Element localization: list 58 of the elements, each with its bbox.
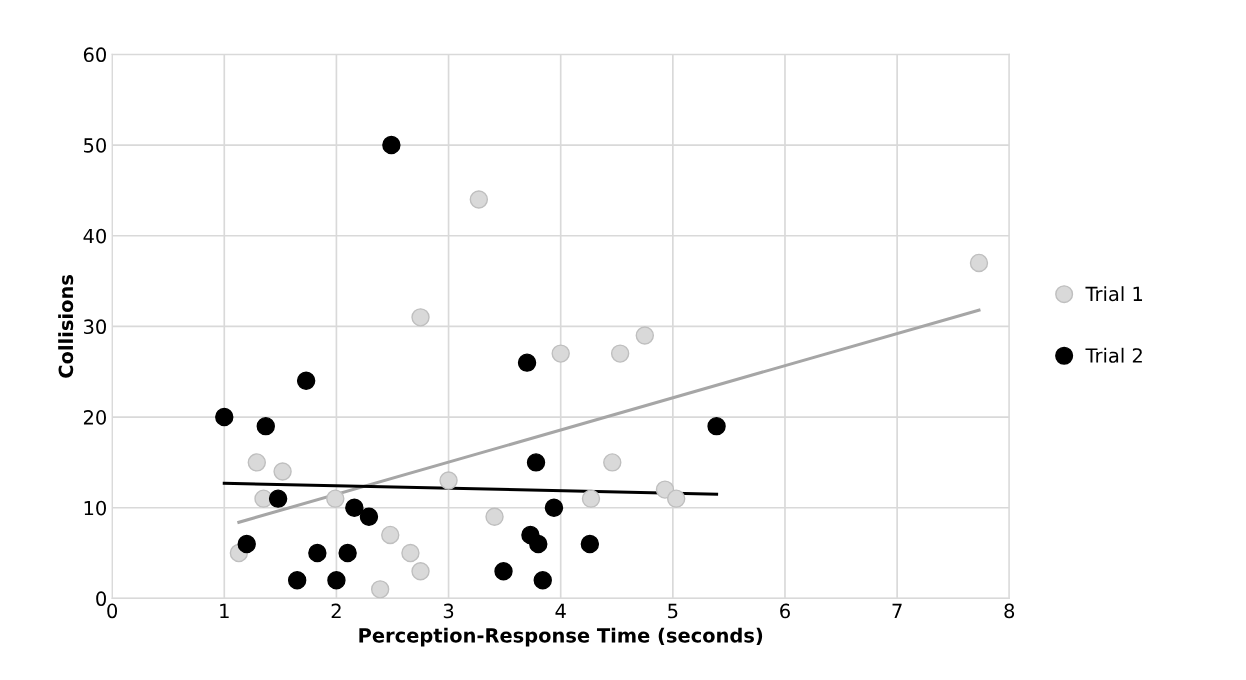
point — [969, 253, 989, 273]
point — [411, 561, 430, 581]
x-tick-label: 5 — [668, 603, 678, 619]
point — [327, 571, 346, 590]
point — [439, 471, 458, 490]
y-tick-label: 30 — [84, 319, 106, 335]
point — [370, 580, 390, 599]
point — [529, 534, 548, 554]
point — [247, 453, 267, 472]
x-tick-label: 6 — [780, 603, 790, 619]
point — [287, 571, 307, 590]
point — [381, 525, 400, 545]
point — [268, 489, 288, 508]
x-tick-label: 4 — [555, 603, 566, 619]
point — [517, 353, 537, 372]
x-tick-label: 3 — [443, 603, 454, 619]
x-axis-title: Perception-Response Time (seconds) — [359, 627, 763, 647]
x-tick-label: 7 — [892, 603, 902, 619]
point — [326, 489, 345, 508]
x-tick-label: 8 — [1004, 603, 1015, 619]
point — [544, 498, 564, 517]
point — [359, 507, 379, 527]
point — [667, 489, 686, 508]
point — [338, 543, 357, 563]
point — [485, 507, 504, 527]
point — [345, 498, 364, 517]
y-tick-label: 10 — [84, 500, 106, 516]
legend-label: Trial 2 — [1085, 347, 1142, 363]
y-tick-label: 20 — [83, 410, 106, 425]
point — [610, 344, 630, 363]
point — [469, 190, 489, 209]
x-tick-label: 1 — [220, 603, 229, 619]
point — [533, 571, 552, 590]
point — [411, 308, 430, 327]
legend-label: Trial 1 — [1085, 286, 1143, 302]
point — [273, 462, 292, 481]
point — [401, 543, 420, 563]
point — [308, 543, 327, 563]
y-tick-label: 60 — [83, 47, 106, 63]
point — [580, 534, 600, 554]
point — [526, 453, 546, 472]
point — [551, 344, 570, 363]
point — [256, 416, 275, 436]
point — [635, 326, 655, 345]
y-tick-label: 50 — [84, 138, 106, 153]
y-tick-label: 0 — [96, 591, 106, 607]
y-tick-label: 40 — [83, 228, 106, 244]
point — [707, 416, 726, 436]
point — [237, 534, 256, 554]
point — [296, 371, 316, 391]
point — [603, 453, 622, 472]
y-axis-title: Collisions — [58, 275, 74, 378]
x-tick-label: 0 — [107, 603, 118, 619]
x-tick-label: 2 — [331, 603, 341, 619]
point — [581, 489, 601, 508]
point — [382, 135, 401, 155]
point — [215, 407, 234, 427]
point — [494, 561, 513, 581]
